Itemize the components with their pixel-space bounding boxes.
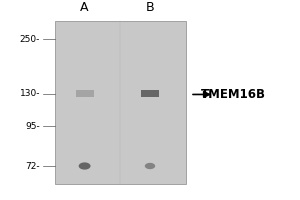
FancyBboxPatch shape [55, 21, 186, 184]
Text: 95-: 95- [25, 122, 40, 131]
Text: 130-: 130- [20, 89, 40, 98]
Ellipse shape [79, 162, 91, 170]
Text: B: B [146, 1, 154, 14]
Text: 72-: 72- [26, 162, 40, 171]
Text: TMEM16B: TMEM16B [200, 88, 266, 101]
Text: 250-: 250- [20, 35, 40, 44]
FancyBboxPatch shape [76, 90, 94, 97]
Ellipse shape [145, 163, 155, 169]
Text: A: A [80, 1, 89, 14]
FancyBboxPatch shape [141, 90, 159, 97]
